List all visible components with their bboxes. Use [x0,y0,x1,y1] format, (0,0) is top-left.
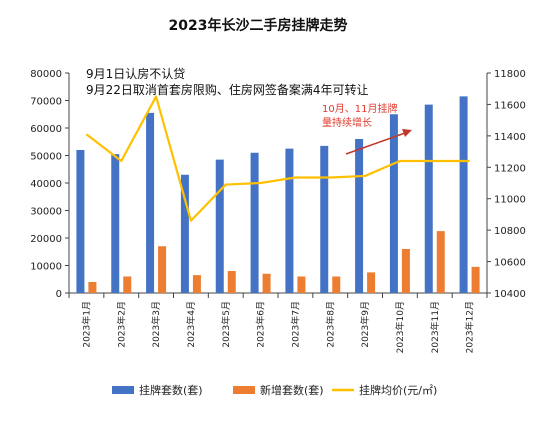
right-tick-label: 11400 [494,132,526,143]
new-listing-bar [471,266,480,293]
x-tick-label: 2023年9月 [359,301,371,348]
x-tick-label: 2023年5月 [220,301,232,348]
left-tick-label: 70000 [30,97,62,108]
listing-count-bar [389,114,398,293]
legend-swatch [233,386,255,394]
right-tick-label: 11000 [494,195,526,206]
right-tick-label: 11600 [494,100,526,111]
new-listing-bar [227,271,236,293]
listing-count-bar [355,139,364,293]
axes: 0 10000 20000 30000 40000 50000 60000 70000 8000… [30,69,526,353]
legend-label: 挂牌均价(元/㎡) [359,383,437,397]
x-tick-label: 2023年6月 [255,301,267,348]
right-tick-label: 10800 [494,226,526,237]
arrow-shaft [345,132,406,155]
annotation-growth-line2: 量持续增长 [322,116,372,129]
new-listing-bar [332,276,341,293]
legend-swatch [112,386,134,394]
bars [76,96,480,293]
legend-avg-price: 挂牌均价(元/㎡) [332,383,437,397]
x-tick-label: 2023年3月 [150,301,162,348]
right-tick-label: 10400 [494,289,526,300]
legend: 挂牌套数(套) 新增套数(套) 挂牌均价(元/㎡) [112,383,437,397]
annotation-policy-line2: 9月22日取消首套房限购、住房网签备案满4年可转让 [86,82,369,97]
left-tick-label: 80000 [30,69,62,80]
listing-count-bar [111,154,120,293]
listing-count-bar [76,150,85,293]
listing-count-bar [320,145,329,293]
left-tick-label: 50000 [30,152,62,163]
new-listing-bar [158,246,167,293]
listing-count-bar [180,174,189,293]
left-tick-label: 10000 [30,262,62,273]
right-tick-label: 11800 [494,69,526,80]
x-tick-label: 2023年10月 [394,301,406,353]
new-listing-bar [401,249,410,293]
listing-count-bar [215,159,224,293]
new-listing-bar [367,272,376,293]
right-tick-label: 10600 [494,258,526,269]
legend-new-listing: 新增套数(套) [233,383,324,397]
legend-listing-count: 挂牌套数(套) [112,383,203,397]
left-tick-label: 0 [56,289,62,300]
annotation-policy-line1: 9月1日认房不认贷 [86,66,185,81]
new-listing-bar [262,273,271,293]
listing-count-bar [250,152,259,293]
new-listing-bar [297,276,306,293]
new-listing-bar [123,276,132,293]
new-listing-bar [436,231,445,293]
listing-count-bar [285,148,294,293]
right-tick-label: 11200 [494,163,526,174]
x-tick-label: 2023年4月 [185,301,197,348]
new-listing-bar [192,275,201,293]
growth-arrow [345,129,412,155]
x-tick-label: 2023年8月 [324,301,336,348]
price-line [85,95,470,222]
legend-label: 新增套数(套) [260,383,324,397]
listing-count-bar [146,112,155,293]
x-tick-label: 2023年2月 [115,301,127,348]
avg-price-line [85,95,470,222]
arrow-head [402,129,412,137]
x-tick-label: 2023年7月 [289,301,301,348]
legend-label: 挂牌套数(套) [139,383,203,397]
x-tick-label: 2023年11月 [429,301,441,353]
left-tick-label: 60000 [30,124,62,135]
left-tick-label: 40000 [30,179,62,190]
listing-count-bar [459,96,468,293]
listing-count-bar [424,104,433,293]
annotation-growth-line1: 10月、11月挂牌 [322,102,397,115]
x-tick-label: 2023年1月 [80,301,92,348]
chart-title: 2023年长沙二手房挂牌走势 [169,17,348,34]
left-tick-label: 30000 [30,207,62,218]
x-tick-label: 2023年12月 [464,301,476,353]
left-tick-label: 20000 [30,234,62,245]
new-listing-bar [88,282,97,293]
